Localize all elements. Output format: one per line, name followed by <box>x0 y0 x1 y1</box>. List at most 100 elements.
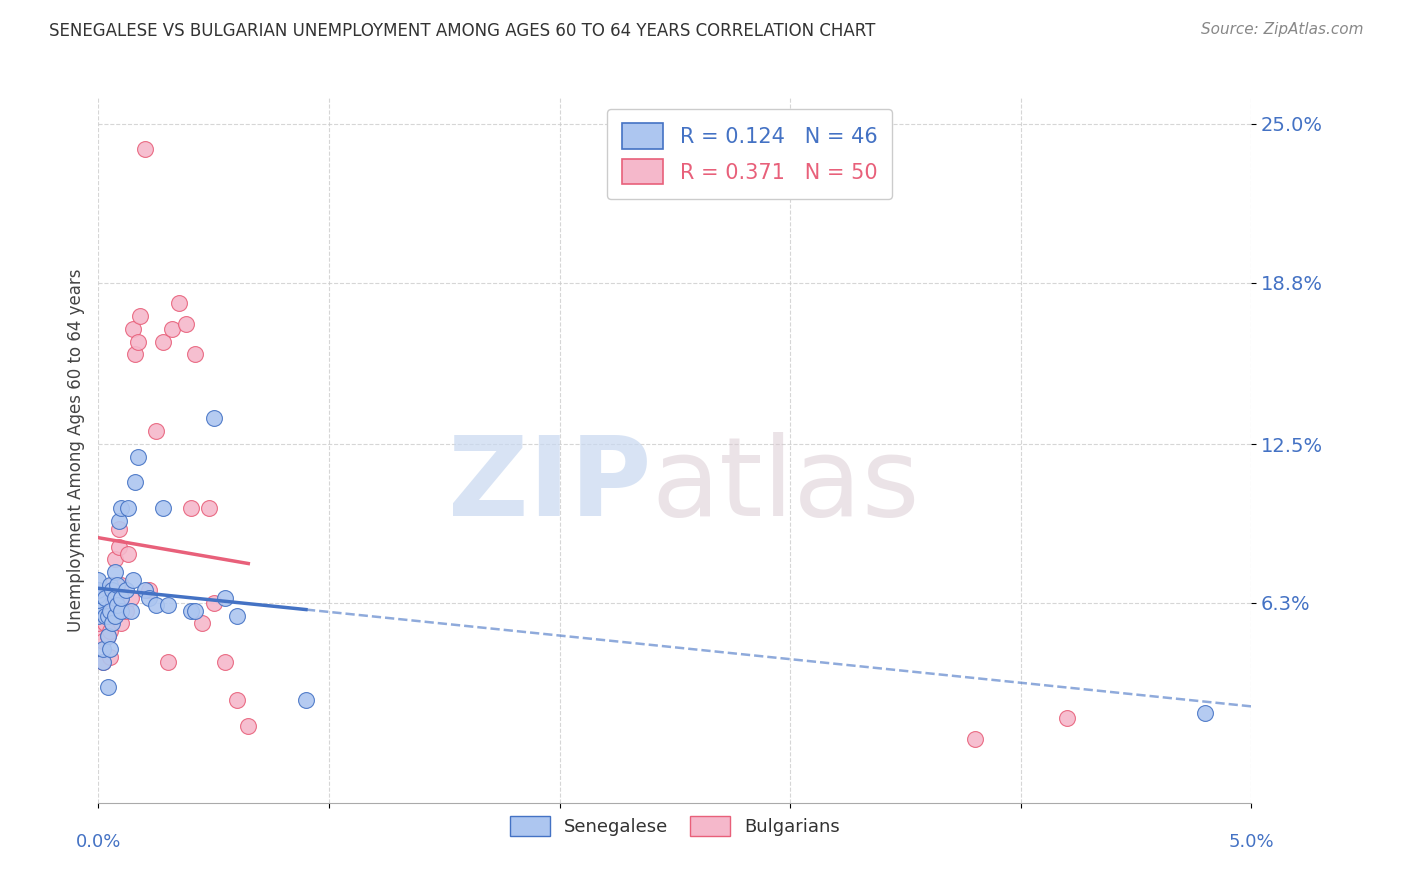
Point <box>238 719 260 733</box>
Point <box>117 501 139 516</box>
Point <box>98 578 121 592</box>
Point <box>97 608 120 623</box>
Point <box>91 634 114 648</box>
Point <box>124 347 146 361</box>
Point <box>122 573 145 587</box>
Point <box>91 655 114 669</box>
Point <box>87 593 110 607</box>
Point <box>124 475 146 490</box>
Point <box>110 578 132 592</box>
Point <box>110 591 132 605</box>
Point <box>295 693 318 707</box>
Point <box>134 583 156 598</box>
Point <box>101 583 124 598</box>
Point <box>87 583 110 598</box>
Point <box>1194 706 1216 720</box>
Point <box>98 624 121 639</box>
Text: Source: ZipAtlas.com: Source: ZipAtlas.com <box>1201 22 1364 37</box>
Point <box>94 591 117 605</box>
Point <box>94 591 117 605</box>
Point <box>87 583 110 598</box>
Point <box>156 655 179 669</box>
Point <box>87 573 110 587</box>
Point <box>180 501 202 516</box>
Point <box>108 514 131 528</box>
Point <box>87 599 110 613</box>
Point <box>191 616 214 631</box>
Point <box>202 596 225 610</box>
Point <box>214 591 236 605</box>
Point <box>184 347 207 361</box>
Point <box>156 599 179 613</box>
Point <box>105 599 128 613</box>
Point <box>180 604 202 618</box>
Y-axis label: Unemployment Among Ages 60 to 64 years: Unemployment Among Ages 60 to 64 years <box>66 268 84 632</box>
Point <box>87 616 110 631</box>
Point <box>87 599 110 613</box>
Point <box>110 604 132 618</box>
Point <box>97 629 120 643</box>
Point <box>963 731 986 746</box>
Point <box>103 591 125 605</box>
Point <box>202 411 225 425</box>
Point <box>225 693 247 707</box>
Point <box>98 604 121 618</box>
Point <box>127 334 149 349</box>
Point <box>152 334 174 349</box>
Point <box>98 649 121 664</box>
Point <box>87 604 110 618</box>
Point <box>152 501 174 516</box>
Point <box>138 583 160 598</box>
Point <box>103 608 125 623</box>
Point <box>110 616 132 631</box>
Point <box>97 629 120 643</box>
Point <box>101 604 124 618</box>
Point <box>98 642 121 657</box>
Point <box>87 608 110 623</box>
Point <box>101 578 124 592</box>
Point <box>87 604 110 618</box>
Point <box>127 450 149 464</box>
Point <box>101 616 124 631</box>
Point <box>103 591 125 605</box>
Point <box>167 296 190 310</box>
Point <box>94 608 117 623</box>
Point <box>129 309 152 323</box>
Text: SENEGALESE VS BULGARIAN UNEMPLOYMENT AMONG AGES 60 TO 64 YEARS CORRELATION CHART: SENEGALESE VS BULGARIAN UNEMPLOYMENT AMO… <box>49 22 876 40</box>
Point <box>105 578 128 592</box>
Point <box>115 583 138 598</box>
Point <box>108 522 131 536</box>
Point <box>225 608 247 623</box>
Legend: Senegalese, Bulgarians: Senegalese, Bulgarians <box>503 809 846 843</box>
Point <box>103 565 125 579</box>
Text: 0.0%: 0.0% <box>76 833 121 851</box>
Point <box>103 608 125 623</box>
Text: 5.0%: 5.0% <box>1229 833 1274 851</box>
Point <box>91 642 114 657</box>
Point <box>97 608 120 623</box>
Point <box>1056 711 1078 725</box>
Point <box>120 604 142 618</box>
Point <box>115 604 138 618</box>
Point <box>103 552 125 566</box>
Text: atlas: atlas <box>652 433 921 539</box>
Point <box>91 655 114 669</box>
Point <box>198 501 221 516</box>
Point <box>145 424 167 438</box>
Point <box>117 547 139 561</box>
Point <box>108 540 131 554</box>
Point <box>160 322 183 336</box>
Point <box>184 604 207 618</box>
Point <box>97 583 120 598</box>
Point <box>134 142 156 156</box>
Point <box>110 501 132 516</box>
Point <box>122 322 145 336</box>
Point <box>94 616 117 631</box>
Point <box>105 599 128 613</box>
Point <box>87 624 110 639</box>
Point <box>120 591 142 605</box>
Point <box>97 681 120 695</box>
Text: ZIP: ZIP <box>449 433 652 539</box>
Point <box>214 655 236 669</box>
Point <box>174 317 197 331</box>
